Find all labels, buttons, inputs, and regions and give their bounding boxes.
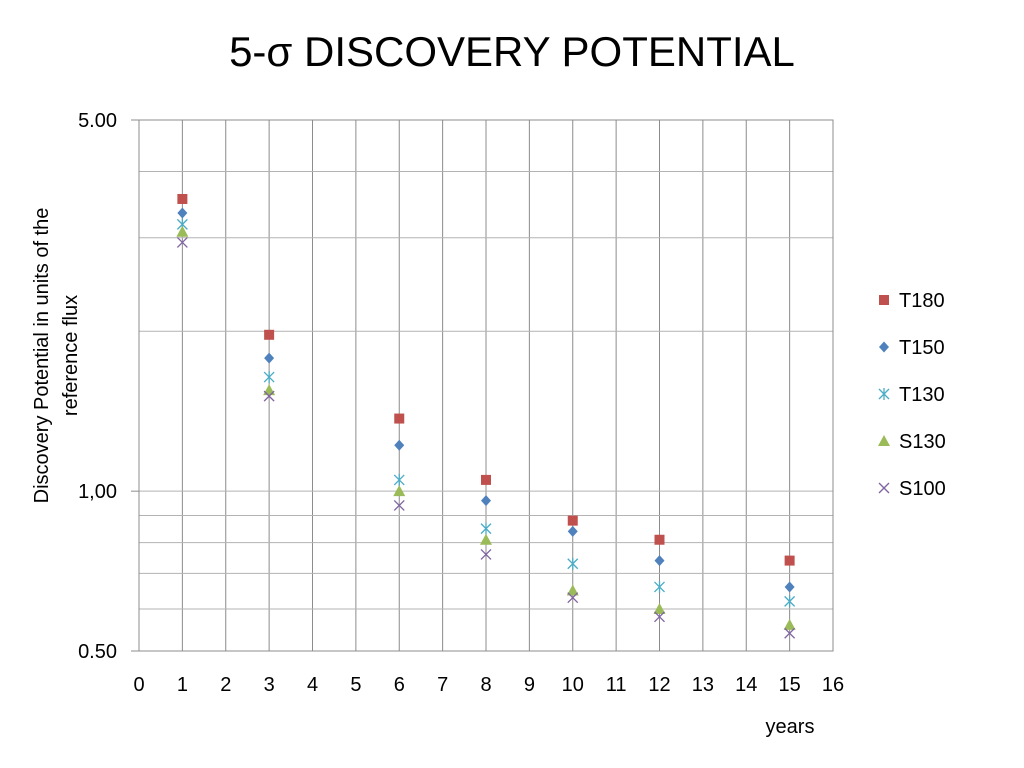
grid — [138, 119, 834, 652]
data-point-t130 — [567, 557, 579, 570]
data-point-t180 — [654, 534, 665, 545]
x-tick-label: 0 — [133, 674, 144, 696]
x-tick-label: 15 — [779, 674, 801, 696]
x-tick-label: 7 — [437, 674, 448, 696]
data-point-s130 — [176, 225, 189, 237]
data-point-t150 — [784, 581, 795, 593]
x-tick-label: 14 — [735, 674, 757, 696]
legend: T180 T150 T130 S130 S100 — [878, 290, 946, 500]
x-tick-label: 13 — [692, 674, 714, 696]
data-point-t150 — [264, 352, 275, 364]
data-points — [176, 193, 796, 639]
data-point-s100 — [567, 592, 579, 604]
legend-marker-t130 — [878, 388, 890, 400]
x-tick-label: 5 — [350, 674, 361, 696]
data-point-t150 — [654, 555, 665, 567]
legend-marker-s130 — [878, 435, 890, 446]
x-tick-label: 2 — [220, 674, 231, 696]
legend-label-t180: T180 — [899, 290, 945, 312]
y-axis-label-line-2: reference flux — [60, 295, 82, 416]
data-point-s100 — [393, 499, 405, 511]
data-point-s100 — [176, 237, 188, 248]
x-axis-ticks: 0 1 2 3 4 5 6 7 8 9 10 11 12 13 14 15 16 — [133, 674, 844, 696]
x-tick-label: 4 — [307, 674, 318, 696]
data-point-t130 — [263, 371, 275, 384]
data-point-s130 — [480, 533, 492, 545]
data-point-t150 — [177, 207, 188, 219]
data-point-s130 — [393, 485, 406, 497]
data-point-s100 — [480, 548, 492, 560]
data-point-s100 — [263, 390, 275, 402]
data-point-t130 — [480, 522, 492, 535]
data-point-s130 — [653, 602, 666, 614]
x-axis-label: years — [766, 716, 815, 738]
data-point-t180 — [394, 413, 405, 424]
y-tick-label: 1,00 — [78, 481, 117, 503]
x-tick-label: 9 — [524, 674, 535, 696]
y-tick-label: 5.00 — [78, 110, 117, 132]
x-tick-label: 8 — [480, 674, 491, 696]
y-axis-label-line-1: Discovery Potential in units of the — [31, 208, 53, 504]
x-tick-label: 11 — [606, 674, 627, 696]
x-tick-label: 1 — [177, 674, 188, 696]
data-point-s100 — [784, 627, 796, 639]
legend-label-t150: T150 — [899, 337, 945, 359]
x-tick-label: 10 — [562, 674, 584, 696]
legend-marker-s100 — [878, 482, 890, 494]
data-point-s130 — [566, 584, 579, 596]
data-point-t180 — [481, 474, 491, 485]
data-point-t180 — [567, 515, 578, 526]
legend-label-s100: S100 — [899, 478, 946, 500]
data-point-t180 — [264, 329, 275, 340]
data-point-t130 — [393, 473, 405, 486]
x-tick-label: 6 — [394, 674, 405, 696]
data-point-t180 — [177, 193, 188, 204]
y-tick-label: 0.50 — [78, 641, 117, 663]
x-tick-label: 3 — [264, 674, 275, 696]
data-point-s130 — [263, 384, 276, 396]
data-point-t150 — [567, 525, 578, 537]
data-point-t150 — [394, 439, 405, 451]
x-tick-label: 12 — [648, 674, 670, 696]
legend-label-t130: T130 — [899, 384, 945, 406]
data-point-t130 — [654, 580, 665, 593]
data-point-t130 — [784, 595, 796, 608]
data-point-t180 — [784, 555, 795, 566]
data-point-t150 — [481, 495, 491, 507]
x-tick-label: 16 — [822, 674, 844, 696]
legend-marker-t150 — [879, 341, 889, 353]
plot-area-frame — [138, 119, 834, 652]
y-axis-ticks: 5.00 1,00 0.50 — [78, 110, 139, 663]
data-point-s100 — [654, 611, 665, 623]
data-point-s130 — [783, 618, 796, 630]
chart-title: 5-σ DISCOVERY POTENTIAL — [229, 28, 795, 75]
legend-marker-t180 — [879, 295, 889, 305]
legend-label-s130: S130 — [899, 431, 946, 453]
